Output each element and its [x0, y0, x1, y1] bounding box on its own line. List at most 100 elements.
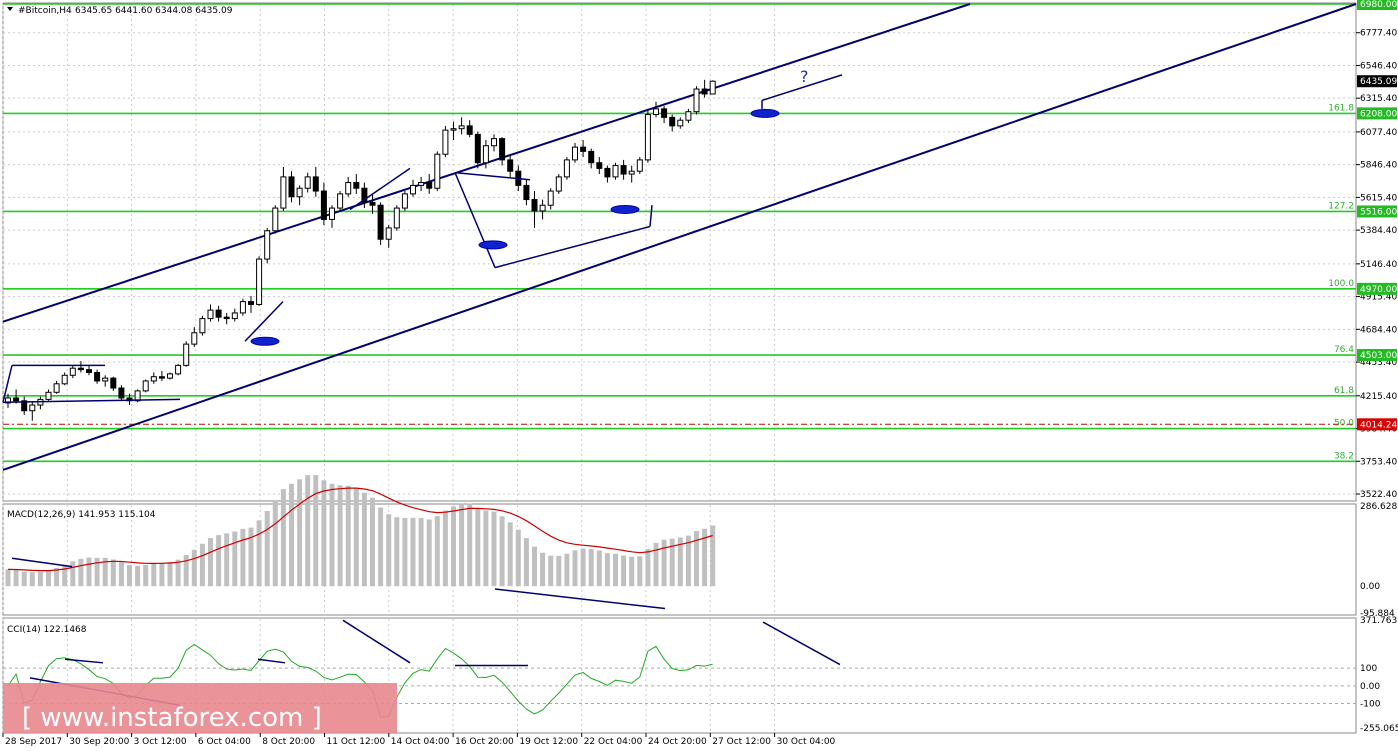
macd-histogram-bar: [232, 531, 238, 587]
cci-label: CCI(14) 122.1468: [7, 625, 87, 635]
macd-histogram-bar: [191, 549, 197, 587]
candle-body: [385, 227, 392, 240]
time-tick-label: 3 Oct 12:00: [134, 737, 187, 747]
macd-histogram-bar: [491, 511, 497, 587]
macd-histogram-bar: [588, 549, 594, 587]
time-tick-label: 30 Oct 04:00: [777, 737, 836, 747]
macd-histogram-bar: [329, 483, 335, 587]
candle-body: [507, 159, 514, 172]
cci-axis-label: -100: [1360, 700, 1381, 710]
candle-body: [191, 332, 198, 345]
pattern-trendline: [454, 171, 531, 181]
macd-histogram-bar: [483, 510, 489, 587]
macd-divergence-line: [494, 588, 666, 610]
candle-body: [94, 371, 101, 382]
cci-divergence-line: [64, 658, 104, 664]
macd-histogram-bar: [669, 538, 675, 587]
candle-body: [563, 159, 570, 178]
macd-histogram-bar: [305, 475, 311, 587]
macd-histogram-bar: [572, 550, 578, 587]
price-tick-label: 6315.40: [1360, 94, 1397, 104]
macd-histogram-bar: [540, 552, 546, 587]
macd-histogram-bar: [110, 559, 116, 587]
macd-histogram-bar: [426, 519, 432, 587]
macd-histogram-bar: [118, 562, 124, 587]
price-axis: 6777.40 6546.40 6315.40 6077.40 5846.40 5615.…: [1356, 0, 1398, 734]
candle-body: [539, 204, 546, 212]
candle-body: [361, 187, 368, 203]
candle-body: [482, 145, 489, 164]
price-tag-label: 5516.00: [1360, 207, 1397, 217]
macd-histogram-bar: [224, 533, 230, 587]
macd-histogram-bar: [677, 537, 683, 587]
macd-histogram-bar: [361, 492, 367, 587]
macd-axis-label: 0.00: [1360, 582, 1380, 592]
macd-histogram-bar: [353, 487, 359, 587]
macd-histogram-bar: [240, 528, 246, 587]
candle-body: [167, 373, 173, 379]
macd-histogram-bar: [151, 563, 157, 587]
price-tag-box: [1357, 0, 1397, 10]
macd-histogram-bar: [13, 569, 19, 587]
macd-histogram-bar: [442, 510, 448, 587]
candle-body: [636, 159, 643, 172]
time-tick-label: 30 Sep 20:00: [69, 737, 129, 747]
price-tick-label: 4684.40: [1360, 325, 1397, 335]
macd-histogram-bar: [378, 507, 384, 587]
watermark-text: [ www.instaforex.com ]: [22, 703, 322, 733]
candle-body: [207, 309, 214, 320]
price-tick-label: 4915.40: [1360, 293, 1397, 303]
macd-histogram-bar: [143, 564, 149, 587]
candle-body: [248, 301, 254, 305]
candle-body: [523, 184, 530, 201]
candle-body: [150, 376, 157, 382]
pattern-trendline: [649, 205, 653, 227]
price-tick-label: 6546.40: [1360, 61, 1397, 71]
candle-body: [369, 201, 376, 206]
price-tag-box: [1357, 282, 1397, 295]
macd-divergence-line: [11, 557, 73, 568]
candle-body: [628, 170, 635, 175]
macd-histogram-bar: [272, 500, 278, 587]
macd-histogram-bar: [5, 569, 11, 587]
time-tick-label: 11 Oct 12:00: [327, 737, 386, 747]
macd-histogram-bar: [596, 550, 602, 587]
macd-histogram-bar: [102, 557, 108, 587]
fib-level-label: 50.0: [1334, 419, 1354, 429]
candle-body: [13, 397, 20, 402]
macd-histogram-bar: [564, 553, 570, 587]
candle-body: [142, 380, 149, 392]
candle-body: [426, 182, 433, 189]
pattern-trendline: [349, 167, 411, 211]
candle-body: [677, 119, 684, 127]
candlestick-series: [5, 79, 716, 421]
macd-histogram-bar: [637, 556, 643, 587]
candle-body: [669, 116, 676, 127]
fib-level-label: 100.0: [1328, 279, 1354, 289]
candle-body: [272, 207, 279, 232]
candle-body: [442, 129, 449, 155]
price-tick-label: 3753.40: [1360, 457, 1397, 467]
candle-body: [29, 404, 36, 412]
candle-body: [596, 162, 603, 169]
candle-body: [183, 343, 190, 366]
macd-histogram-bar: [289, 483, 294, 587]
macd-histogram-bar: [685, 535, 691, 587]
macd-histogram-bar: [532, 546, 537, 587]
candle-body: [53, 383, 60, 393]
pattern-trendline: [244, 301, 284, 342]
candle-body: [450, 128, 457, 131]
reversal-marker: [610, 204, 640, 214]
price-tick-label: 3522.40: [1360, 490, 1397, 500]
pattern-trendline: [761, 74, 843, 102]
candle-body: [377, 204, 384, 240]
candle-body: [61, 374, 68, 385]
macd-histogram-bar: [183, 554, 189, 587]
price-tick-label: 5146.40: [1360, 260, 1397, 270]
cci-axis-label: -255.0655: [1360, 724, 1398, 734]
macd-histogram-bar: [410, 517, 416, 587]
macd-histogram-bar: [580, 548, 586, 587]
macd-histogram-bar: [394, 517, 400, 587]
cci-axis-label: 371.7637: [1360, 616, 1398, 626]
collapse-triangle-icon[interactable]: [7, 7, 13, 11]
